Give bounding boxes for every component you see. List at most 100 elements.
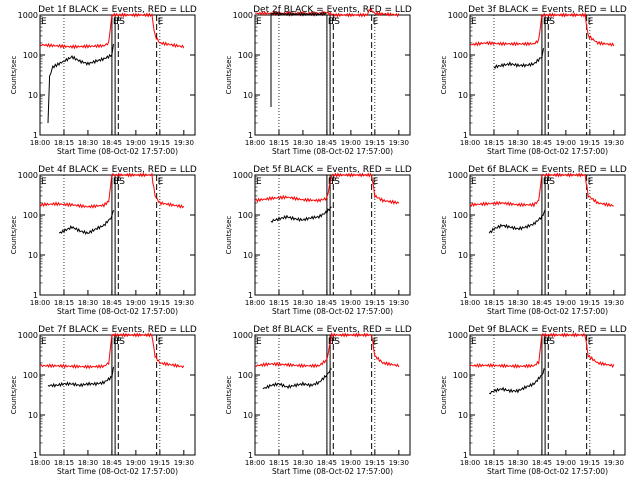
y-tick-label: 10 <box>458 411 468 420</box>
x-axis-label: Start Time (08-Oct-02 17:57:00) <box>57 307 178 316</box>
x-axis-label: Start Time (08-Oct-02 17:57:00) <box>57 467 178 476</box>
x-tick-label: 18:15 <box>484 459 504 467</box>
x-tick-label: 19:00 <box>556 139 576 147</box>
event-marker-label-start: E <box>471 177 477 187</box>
y-tick-label: 100 <box>23 371 38 380</box>
y-tick-label: 100 <box>238 211 253 220</box>
plot-frame <box>39 14 196 136</box>
event-marker-label: E <box>588 177 594 187</box>
event-marker-label: E <box>588 337 594 347</box>
y-tick-label: 1 <box>33 291 38 300</box>
plot-frame <box>469 174 626 296</box>
plot-frame <box>469 334 626 456</box>
event-marker-label: S <box>334 17 340 27</box>
y-axis-label: Counts/sec <box>440 56 448 95</box>
series-events-black <box>47 43 114 124</box>
y-tick-label: 1 <box>248 451 253 460</box>
x-tick-label: 19:30 <box>604 299 624 307</box>
x-tick-label: 19:30 <box>174 459 194 467</box>
y-tick-label: 1 <box>248 291 253 300</box>
y-tick-label: 1000 <box>233 171 253 180</box>
x-tick-label: 19:30 <box>389 459 409 467</box>
plot-frame <box>39 334 196 456</box>
y-tick-label: 1 <box>248 131 253 140</box>
y-tick-label: 1000 <box>18 171 38 180</box>
x-tick-label: 18:00 <box>30 459 50 467</box>
event-marker-label: E <box>328 17 334 27</box>
event-marker-label: E <box>543 17 549 27</box>
y-axis-label: Counts/sec <box>225 376 233 415</box>
event-marker-label: E <box>158 177 164 187</box>
y-tick-label: 1 <box>463 291 468 300</box>
x-tick-label: 18:15 <box>269 139 289 147</box>
series-events-black <box>488 209 546 234</box>
x-tick-label: 18:00 <box>30 299 50 307</box>
x-tick-label: 19:00 <box>556 299 576 307</box>
x-tick-label: 18:00 <box>245 299 265 307</box>
panel-title: Det 8f BLACK = Events, RED = LLD <box>253 325 412 335</box>
x-tick-label: 18:00 <box>245 459 265 467</box>
series-lld-red <box>39 12 185 50</box>
x-tick-label: 18:00 <box>245 139 265 147</box>
x-axis-label: Start Time (08-Oct-02 17:57:00) <box>272 467 393 476</box>
x-tick-label: 18:00 <box>460 299 480 307</box>
panel-title: Det 6f BLACK = Events, RED = LLD <box>468 165 627 175</box>
y-tick-label: 10 <box>458 91 468 100</box>
x-tick-label: 18:30 <box>508 299 528 307</box>
x-tick-label: 19:00 <box>126 299 146 307</box>
x-tick-label: 18:45 <box>102 299 122 307</box>
x-tick-label: 19:15 <box>365 139 385 147</box>
x-tick-label: 19:00 <box>341 459 361 467</box>
event-marker-label-start: E <box>471 17 477 27</box>
event-marker-label: S <box>549 17 555 27</box>
event-marker-label: E <box>543 177 549 187</box>
x-axis-label: Start Time (08-Oct-02 17:57:00) <box>487 147 608 156</box>
x-tick-label: 18:30 <box>78 139 98 147</box>
series-lld-red <box>39 172 185 209</box>
series-lld-red <box>254 331 400 369</box>
x-tick-label: 18:45 <box>317 299 337 307</box>
x-tick-label: 18:45 <box>532 459 552 467</box>
y-tick-label: 1 <box>463 451 468 460</box>
y-tick-label: 10 <box>28 251 38 260</box>
x-tick-label: 19:00 <box>126 459 146 467</box>
y-tick-label: 1 <box>33 131 38 140</box>
event-marker-label: F <box>546 177 551 187</box>
panel-title: Det 3f BLACK = Events, RED = LLD <box>468 5 627 15</box>
y-tick-label: 1 <box>33 451 38 460</box>
event-marker-label: F <box>331 17 336 27</box>
series-events-black <box>270 206 332 224</box>
series-events-black <box>262 367 332 390</box>
x-tick-label: 18:30 <box>508 459 528 467</box>
x-tick-label: 19:30 <box>604 139 624 147</box>
x-tick-label: 18:45 <box>317 139 337 147</box>
y-axis-label: Counts/sec <box>440 216 448 255</box>
x-tick-label: 18:30 <box>293 139 313 147</box>
event-marker-label: S <box>119 17 125 27</box>
x-tick-label: 19:30 <box>389 299 409 307</box>
series-lld-red <box>470 11 615 47</box>
x-tick-label: 18:30 <box>293 299 313 307</box>
x-tick-label: 19:30 <box>174 139 194 147</box>
x-axis-label: Start Time (08-Oct-02 17:57:00) <box>272 147 393 156</box>
event-marker-label: E <box>158 17 164 27</box>
x-tick-label: 19:30 <box>389 139 409 147</box>
event-marker-label: E <box>543 337 549 347</box>
event-marker-label-start: E <box>41 337 47 347</box>
event-marker-label: S <box>119 337 125 347</box>
panel-title: Det 9f BLACK = Events, RED = LLD <box>468 325 627 335</box>
x-tick-label: 18:15 <box>269 299 289 307</box>
event-marker-label: F <box>546 17 551 27</box>
event-marker-label: E <box>373 17 379 27</box>
series-events-black <box>270 11 328 107</box>
event-marker-label-start: E <box>41 17 47 27</box>
panel-title: Det 5f BLACK = Events, RED = LLD <box>253 165 412 175</box>
series-events-black <box>58 209 114 236</box>
panel-det-7: Det 7f BLACK = Events, RED = LLD 1 10 100 10… <box>10 325 197 476</box>
y-tick-label: 100 <box>238 51 253 60</box>
x-tick-label: 19:15 <box>580 299 600 307</box>
event-marker-label: E <box>373 337 379 347</box>
event-marker-label: F <box>331 337 336 347</box>
x-tick-label: 18:30 <box>78 459 98 467</box>
panel-title: Det 4f BLACK = Events, RED = LLD <box>38 165 197 175</box>
